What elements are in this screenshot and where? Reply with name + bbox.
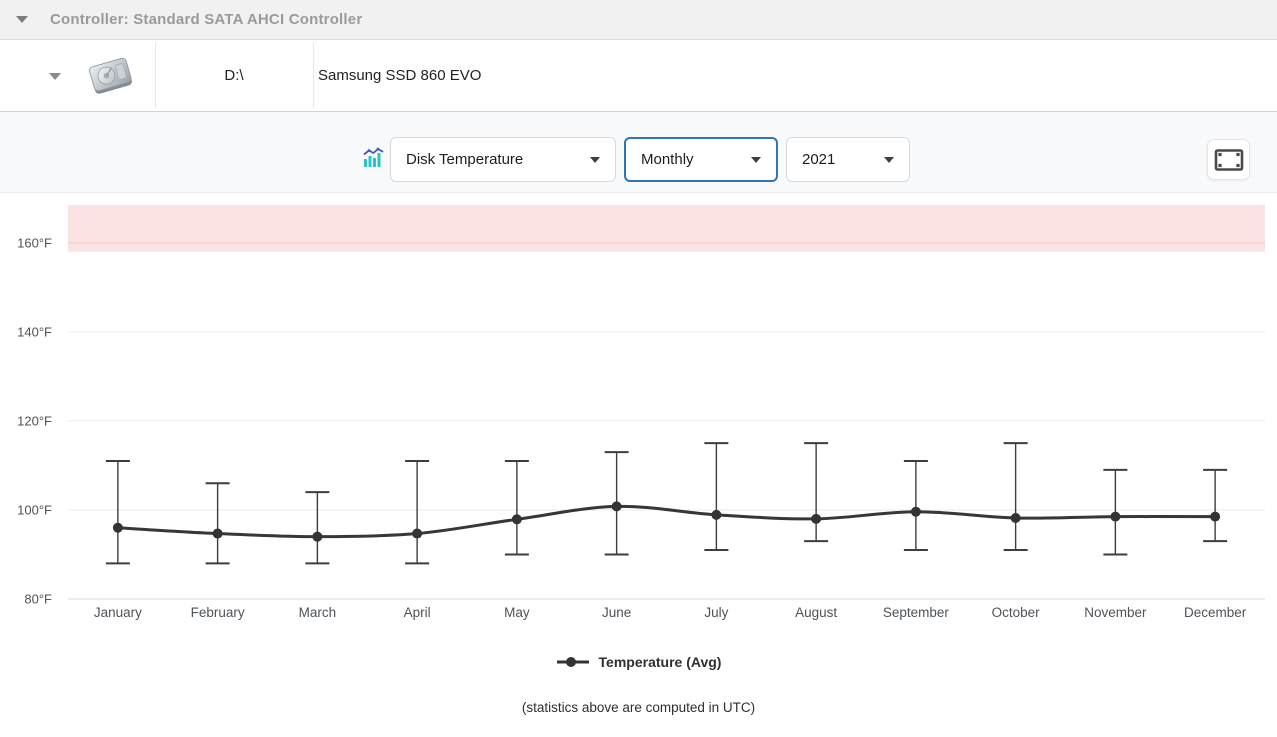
period-select[interactable]: Monthly [624, 137, 778, 182]
svg-text:160°F: 160°F [17, 235, 52, 250]
chart-type-select[interactable]: Disk Temperature [390, 137, 616, 182]
hard-disk-icon [86, 56, 136, 103]
chart-type-value: Disk Temperature [406, 151, 524, 168]
chevron-down-icon [751, 156, 761, 163]
cell-divider [313, 43, 314, 108]
svg-text:May: May [504, 605, 530, 620]
legend-marker-icon [556, 657, 589, 667]
svg-text:120°F: 120°F [17, 413, 52, 428]
chevron-down-icon [590, 156, 600, 163]
svg-text:July: July [704, 605, 728, 620]
fullscreen-button[interactable] [1207, 139, 1250, 180]
svg-text:140°F: 140°F [17, 324, 52, 339]
chevron-down-icon [884, 156, 894, 163]
legend-label: Temperature (Avg) [598, 654, 722, 670]
disk-expand-icon[interactable] [49, 73, 61, 80]
statistics-chart-icon [363, 147, 384, 173]
fullscreen-icon [1214, 148, 1243, 171]
svg-text:January: January [94, 605, 142, 620]
drive-letter: D:\ [224, 67, 244, 84]
svg-text:80°F: 80°F [24, 592, 52, 607]
disk-row[interactable]: D:\ Samsung SSD 860 EVO [0, 40, 1277, 112]
svg-text:June: June [602, 605, 631, 620]
svg-text:October: October [992, 605, 1041, 620]
utc-footnote: (statistics above are computed in UTC) [521, 700, 756, 715]
legend-item-temperature-avg[interactable]: Temperature (Avg) [0, 652, 1277, 672]
controller-header: Controller: Standard SATA AHCI Controlle… [0, 0, 1277, 40]
svg-text:100°F: 100°F [17, 502, 52, 517]
svg-text:February: February [191, 605, 245, 620]
period-value: Monthly [641, 151, 694, 168]
cell-divider [155, 43, 156, 108]
chart-section: 80°F 100°F 120°F 140°F 160°F January February M… [0, 193, 1277, 737]
chart-filter-toolbar: Disk Temperature Monthly 2021 [0, 112, 1277, 193]
year-select[interactable]: 2021 [786, 137, 910, 182]
controller-title: Controller: Standard SATA AHCI Controlle… [50, 11, 363, 28]
svg-text:December: December [1184, 605, 1247, 620]
svg-text:March: March [299, 605, 337, 620]
svg-text:April: April [404, 605, 431, 620]
drive-model: Samsung SSD 860 EVO [318, 67, 482, 84]
svg-text:September: September [883, 605, 950, 620]
year-value: 2021 [802, 151, 836, 168]
temperature-chart[interactable]: 80°F 100°F 120°F 140°F 160°F January February M… [0, 193, 1277, 633]
svg-text:August: August [795, 605, 837, 620]
controller-collapse-icon[interactable] [16, 16, 28, 23]
svg-text:November: November [1084, 605, 1147, 620]
